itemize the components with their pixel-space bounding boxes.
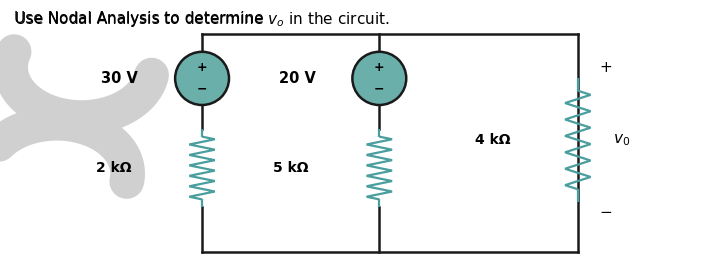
Text: +: + bbox=[374, 61, 384, 74]
Text: +: + bbox=[599, 60, 612, 75]
Text: 4 kΩ: 4 kΩ bbox=[475, 133, 510, 147]
Text: 2 kΩ: 2 kΩ bbox=[96, 161, 131, 175]
Ellipse shape bbox=[175, 52, 229, 105]
Text: −: − bbox=[599, 205, 612, 220]
Text: 5 kΩ: 5 kΩ bbox=[273, 161, 308, 175]
Text: Use Nodal Analysis to determine $v_o$ in the circuit.: Use Nodal Analysis to determine $v_o$ in… bbox=[14, 10, 390, 29]
Text: −: − bbox=[374, 82, 384, 95]
Text: −: − bbox=[197, 82, 207, 95]
Text: 20 V: 20 V bbox=[279, 71, 316, 86]
Text: $v_0$: $v_0$ bbox=[613, 132, 630, 148]
Text: 30 V: 30 V bbox=[101, 71, 138, 86]
Ellipse shape bbox=[352, 52, 406, 105]
Text: +: + bbox=[197, 61, 207, 74]
Text: Use Nodal Analysis to determine: Use Nodal Analysis to determine bbox=[14, 11, 269, 26]
